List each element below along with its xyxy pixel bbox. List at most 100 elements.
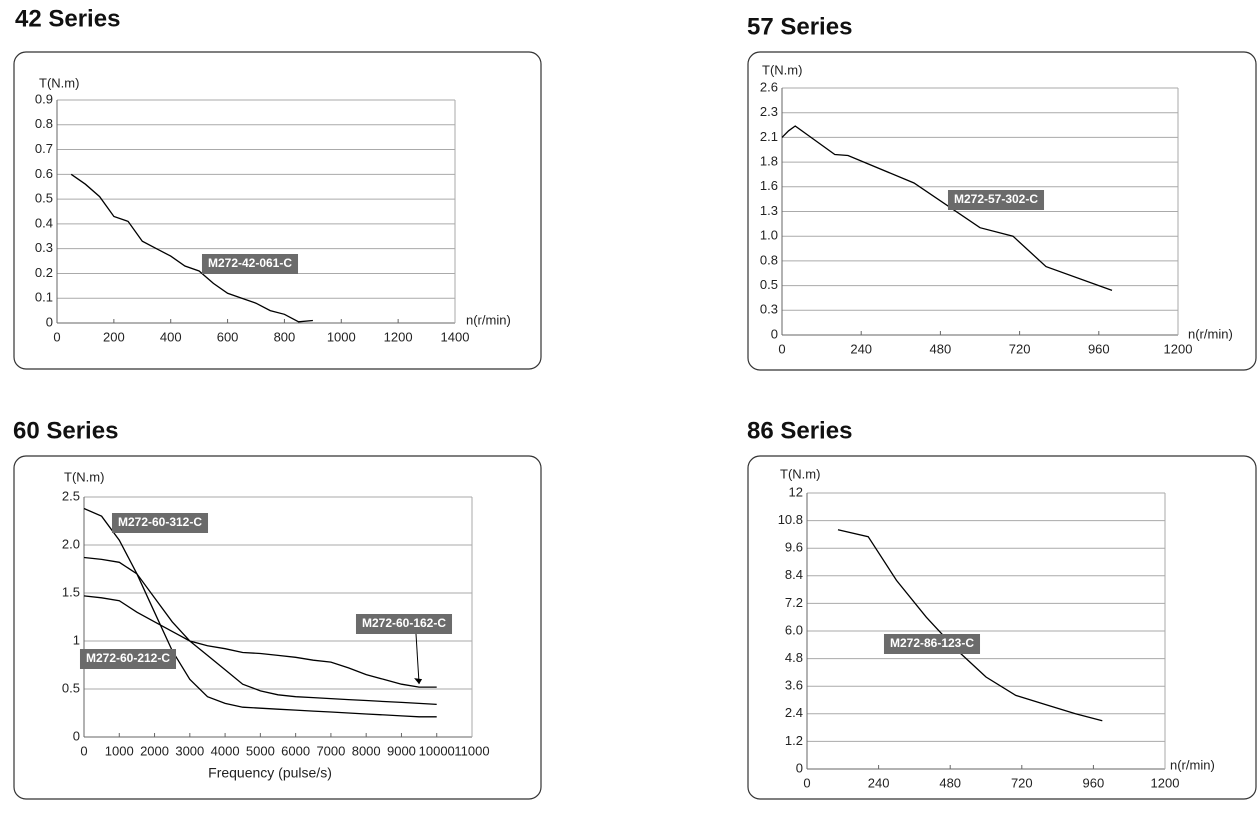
x-tick-label: 5000: [246, 743, 275, 758]
y-tick-label: 0.3: [760, 302, 778, 317]
series-label-box: [883, 634, 981, 654]
y-tick-label: 1.8: [760, 154, 778, 169]
panel: [13, 455, 542, 800]
x-tick-label: 0: [803, 775, 810, 790]
y-axis-label: T(N.m): [64, 469, 104, 484]
y-tick-label: 0.2: [35, 265, 53, 280]
y-tick-label: 0.1: [35, 290, 53, 305]
x-tick-label: 8000: [352, 743, 381, 758]
y-tick-label: 1.6: [760, 178, 778, 193]
y-tick-label: 0.8: [760, 252, 778, 267]
y-tick-label: 0: [771, 326, 778, 341]
y-axis-label: T(N.m): [780, 466, 820, 481]
x-tick-label: 6000: [281, 743, 310, 758]
y-tick-label: 0.3: [35, 240, 53, 255]
y-tick-label: 9.6: [785, 540, 803, 555]
y-tick-label: 0: [46, 314, 53, 329]
series-label: M272-42-061-C: [208, 256, 292, 270]
x-tick-label: 1000: [327, 329, 356, 344]
chart-title: 60 Series: [13, 417, 118, 444]
x-tick-label: 0: [778, 341, 785, 356]
x-tick-label: 9000: [387, 743, 416, 758]
x-tick-label: 960: [1088, 341, 1110, 356]
series-label: M272-57-302-C: [954, 192, 1038, 206]
y-tick-label: 8.4: [785, 567, 803, 582]
x-axis-label: Frequency (pulse/s): [208, 765, 332, 781]
y-tick-label: 1.5: [62, 584, 80, 599]
series-label-box: [111, 513, 209, 533]
x-tick-label: 600: [217, 329, 239, 344]
y-tick-label: 0.6: [35, 166, 53, 181]
series-label-box: [79, 649, 177, 669]
y-tick-label: 0: [73, 728, 80, 743]
series-line: [83, 595, 437, 688]
chart-title: 86 Series: [747, 417, 852, 444]
series-line: [70, 173, 313, 323]
y-tick-label: 0.8: [35, 116, 53, 131]
x-tick-label: 1400: [441, 329, 470, 344]
x-tick-label: 720: [1009, 341, 1031, 356]
y-tick-label: 7.2: [785, 595, 803, 610]
y-tick-label: 3.6: [785, 678, 803, 693]
y-tick-label: 0.4: [35, 215, 53, 230]
y-tick-label: 1.0: [760, 228, 778, 243]
x-axis-label: n(r/min): [1170, 757, 1215, 772]
y-tick-label: 6.0: [785, 622, 803, 637]
x-tick-label: 480: [939, 775, 961, 790]
y-tick-label: 0.5: [62, 680, 80, 695]
series-line: [837, 529, 1103, 722]
y-tick-label: 2.3: [760, 104, 778, 119]
series-label: M272-60-312-C: [118, 515, 202, 529]
x-tick-label: 1200: [384, 329, 413, 344]
x-tick-label: 720: [1011, 775, 1033, 790]
y-axis-label: T(N.m): [39, 75, 79, 90]
x-tick-label: 2000: [140, 743, 169, 758]
y-tick-label: 2.0: [62, 536, 80, 551]
x-tick-label: 1200: [1164, 341, 1193, 356]
x-tick-label: 200: [103, 329, 125, 344]
x-tick-label: 480: [930, 341, 952, 356]
y-axis-label: T(N.m): [762, 62, 802, 77]
x-tick-label: 4000: [211, 743, 240, 758]
x-tick-label: 10000: [419, 743, 455, 758]
series-label: M272-60-212-C: [86, 651, 170, 665]
y-tick-label: 0: [796, 760, 803, 775]
x-tick-label: 240: [868, 775, 890, 790]
series-line: [781, 125, 1113, 292]
x-tick-label: 960: [1083, 775, 1105, 790]
y-tick-label: 2.6: [760, 79, 778, 94]
x-tick-label: 0: [53, 329, 60, 344]
y-tick-label: 0.7: [35, 141, 53, 156]
x-tick-label: 800: [274, 329, 296, 344]
y-tick-label: 12: [789, 484, 803, 499]
y-tick-label: 1: [73, 632, 80, 647]
arrow-head: [414, 678, 423, 685]
series-label: M272-86-123-C: [890, 636, 974, 650]
chart-title: 42 Series: [15, 5, 120, 32]
x-tick-label: 240: [850, 341, 872, 356]
label-arrow: [415, 633, 420, 685]
chart-title: 57 Series: [747, 13, 852, 40]
y-tick-label: 0.5: [760, 277, 778, 292]
y-tick-label: 2.4: [785, 705, 803, 720]
panel: [747, 455, 1257, 800]
series-label-box: [947, 190, 1045, 210]
y-tick-label: 1.3: [760, 203, 778, 218]
x-tick-label: 3000: [175, 743, 204, 758]
y-tick-label: 1.2: [785, 733, 803, 748]
x-tick-label: 1200: [1151, 775, 1180, 790]
x-tick-label: 400: [160, 329, 182, 344]
series-label-box: [355, 614, 453, 634]
series-label-box: [201, 254, 299, 274]
x-tick-label: 7000: [316, 743, 345, 758]
panel: [747, 51, 1257, 371]
y-tick-label: 10.8: [778, 512, 803, 527]
x-tick-label: 0: [80, 743, 87, 758]
y-tick-label: 0.9: [35, 91, 53, 106]
x-tick-label: 11000: [454, 743, 489, 758]
y-tick-label: 4.8: [785, 650, 803, 665]
x-axis-label: n(r/min): [1188, 326, 1233, 341]
series-label: M272-60-162-C: [362, 616, 446, 630]
y-tick-label: 0.5: [35, 191, 53, 206]
